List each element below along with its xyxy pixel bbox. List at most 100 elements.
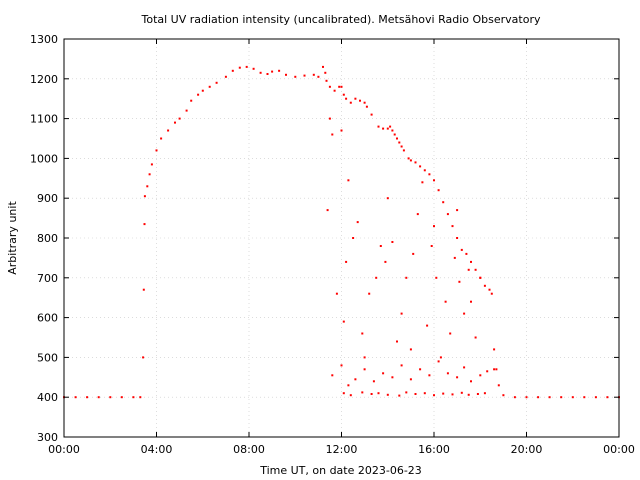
data-point — [328, 85, 331, 88]
data-point — [349, 394, 352, 397]
data-point — [278, 69, 281, 72]
data-point — [370, 393, 373, 395]
data-point — [146, 185, 149, 188]
data-point — [359, 99, 361, 102]
data-point — [398, 394, 401, 397]
data-point — [340, 364, 343, 367]
data-point — [493, 348, 496, 351]
data-point — [421, 181, 424, 184]
data-point — [419, 165, 422, 168]
data-point — [409, 378, 412, 381]
data-point — [442, 392, 445, 395]
data-point — [428, 173, 431, 176]
data-point — [266, 73, 269, 75]
data-point — [495, 368, 498, 371]
data-point — [442, 201, 445, 204]
data-point — [74, 396, 77, 399]
data-point — [340, 85, 343, 88]
data-point — [483, 392, 486, 395]
data-point — [391, 376, 394, 379]
x-tick-labels: 00:00 04:00 08:00 12:00 16:00 20:00 00:00 — [48, 443, 635, 456]
data-point — [444, 300, 447, 303]
x-tick-label: 12:00 — [326, 443, 358, 456]
data-point — [326, 209, 329, 212]
y-tick-label: 700 — [37, 272, 58, 285]
x-tick-label: 20:00 — [511, 443, 543, 456]
data-point — [396, 137, 398, 140]
data-point — [190, 99, 193, 102]
data-point — [479, 276, 482, 279]
data-point — [446, 213, 449, 216]
data-point — [460, 391, 463, 394]
data-point — [139, 396, 142, 399]
y-tick-label: 400 — [37, 391, 58, 404]
data-point — [437, 189, 440, 192]
data-point — [160, 137, 163, 140]
data-point — [303, 74, 306, 77]
data-point — [132, 396, 135, 399]
data-point — [490, 292, 493, 295]
y-tick-label: 600 — [37, 312, 58, 325]
x-tick-label: 00:00 — [603, 443, 635, 456]
data-point — [142, 288, 145, 291]
data-point — [409, 348, 412, 351]
y-tick-label: 800 — [37, 232, 58, 245]
data-point — [331, 374, 334, 377]
data-point — [354, 378, 357, 381]
data-point — [377, 125, 380, 128]
y-tick-label: 1000 — [30, 152, 58, 165]
data-point — [449, 332, 452, 335]
data-point — [368, 292, 371, 295]
chart-title: Total UV radiation intensity (uncalibrat… — [141, 13, 541, 26]
data-point — [571, 396, 574, 399]
data-point — [322, 65, 324, 68]
data-point — [412, 252, 415, 255]
data-point — [446, 372, 449, 375]
data-point — [201, 89, 204, 92]
data-point — [252, 67, 255, 70]
data-point — [470, 260, 472, 263]
data-point — [405, 276, 408, 279]
y-tick-label: 300 — [37, 431, 58, 444]
y-axis-label: Arbitrary unit — [6, 201, 19, 275]
data-point — [467, 268, 470, 271]
data-point — [456, 376, 459, 379]
data-point — [402, 149, 405, 152]
data-point — [324, 71, 327, 74]
data-point — [231, 69, 234, 72]
axis-ticks — [63, 38, 620, 438]
data-point — [331, 133, 334, 136]
x-tick-label: 16:00 — [418, 443, 450, 456]
data-point — [433, 179, 435, 182]
data-point — [120, 396, 123, 399]
data-point — [435, 276, 438, 279]
data-point — [460, 248, 463, 251]
data-points — [63, 65, 620, 399]
data-point — [312, 73, 315, 76]
grid-lines — [64, 39, 619, 437]
data-point — [347, 179, 350, 182]
data-point — [430, 245, 433, 247]
data-point — [185, 109, 188, 112]
data-point — [389, 125, 392, 128]
data-point — [178, 117, 181, 120]
data-point — [433, 225, 435, 228]
data-point — [386, 393, 389, 396]
data-point — [342, 93, 345, 96]
data-point — [382, 372, 385, 375]
y-tick-labels: 300 400 500 600 700 800 900 1000 1100 1200 1300 — [30, 33, 58, 444]
data-point — [143, 195, 146, 198]
data-point — [439, 356, 442, 359]
data-point — [167, 129, 170, 132]
data-point — [391, 129, 394, 132]
data-point — [423, 392, 426, 395]
data-point — [363, 356, 366, 359]
data-point — [361, 332, 364, 335]
data-point — [325, 79, 328, 82]
data-point — [345, 97, 348, 100]
data-point — [474, 268, 477, 271]
data-point — [467, 393, 470, 396]
data-point — [463, 366, 466, 369]
y-tick-label: 900 — [37, 192, 58, 205]
x-axis-label: Time UT, on date 2023-06-23 — [259, 464, 422, 477]
